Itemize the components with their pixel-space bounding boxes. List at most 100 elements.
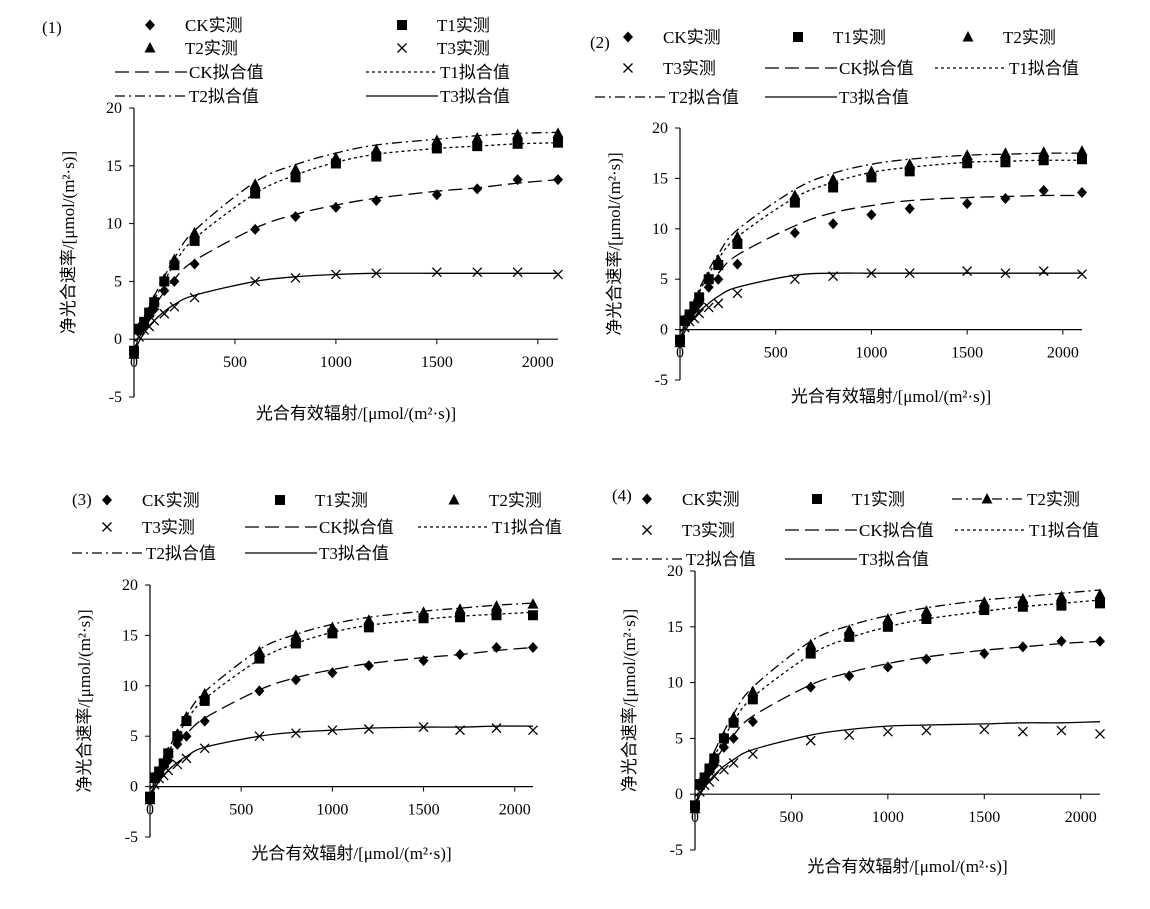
data-point <box>431 134 443 145</box>
panel-label: (2) <box>590 33 610 52</box>
data-point <box>732 258 743 270</box>
x-tick-label: 1500 <box>408 802 440 819</box>
data-point <box>199 715 210 727</box>
legend: CK实测 T1实测 T2实测 T3实测 CK拟合值 T1拟合值 T2拟合值 T3拟合值 <box>595 28 1079 107</box>
data-point <box>962 158 973 169</box>
data-point <box>1095 635 1105 647</box>
data-point <box>1095 728 1105 739</box>
legend-item: CK拟合值 <box>765 59 914 78</box>
data-point <box>747 716 758 728</box>
legend: CK实测 T1实测 T2实测 T3实测 CK拟合值 T1拟合值 T2拟合值 T3拟合值 <box>612 490 1099 569</box>
x-tick-label: 1500 <box>951 345 983 362</box>
data-point <box>1076 145 1088 156</box>
data-point <box>1077 187 1087 199</box>
data-point <box>882 612 894 624</box>
legend-label: T2拟合值 <box>686 550 756 569</box>
data-point <box>169 260 180 271</box>
data-point <box>789 189 801 201</box>
data-point <box>865 165 877 176</box>
data-point <box>962 266 973 277</box>
data-point <box>512 267 523 278</box>
legend-item: CK实测 <box>102 491 200 510</box>
legend-item: T3拟合值 <box>765 88 909 107</box>
data-point <box>189 258 200 270</box>
y-tick-label: 20 <box>652 120 668 137</box>
axes: -5 0 5 10 15 20 0 500 1000 1500 2000 光合有效辐射/[μmol/(… <box>75 577 533 863</box>
data-point <box>553 174 563 186</box>
data-point <box>143 305 155 316</box>
data-point <box>694 308 705 319</box>
data-point <box>139 324 150 335</box>
data-point <box>728 757 739 768</box>
data-point <box>827 173 839 184</box>
legend-label: T1实测 <box>852 490 905 509</box>
x-tick-label: 0 <box>146 802 154 819</box>
legend-item: T1实测 <box>812 490 905 509</box>
data-point <box>491 723 502 734</box>
legend-label: T2实测 <box>1027 490 1080 509</box>
data-point <box>249 178 261 189</box>
data-point <box>371 151 382 162</box>
data-point <box>149 779 160 790</box>
axes: -5 0 5 10 15 20 0 500 1000 1500 2000 光合有效辐射/[μmol/(… <box>59 100 558 423</box>
data-point <box>250 223 261 235</box>
data-point <box>159 285 170 297</box>
y-tick-label: 15 <box>652 170 668 187</box>
legend: CK实测 T1实测 T2实测 T3实测 CK拟合值 T1拟合值 T2拟合值 T3拟合值 <box>72 491 562 563</box>
legend-label: T1实测 <box>437 16 490 35</box>
data-point <box>181 730 192 742</box>
data-point <box>199 687 211 699</box>
x-tick-label: 0 <box>130 354 138 371</box>
data-point <box>169 275 180 287</box>
legend-item: CK实测 <box>642 490 740 509</box>
data-point <box>189 226 201 238</box>
data-point <box>129 346 139 357</box>
legend-item: T1实测 <box>397 16 490 35</box>
data-point <box>979 724 990 735</box>
data-point <box>684 316 695 327</box>
legend-marker <box>144 42 156 53</box>
legend-marker <box>397 20 407 30</box>
legend-item: CK实测 <box>623 28 721 47</box>
data-point <box>904 158 916 169</box>
legend-label: T1拟合值 <box>492 518 562 537</box>
series-cross <box>675 266 1087 346</box>
data-point <box>290 272 301 283</box>
legend-marker <box>623 31 633 43</box>
y-tick-label: 0 <box>114 331 122 348</box>
measured-points <box>128 127 564 359</box>
data-point <box>290 163 302 174</box>
data-point <box>1056 635 1067 647</box>
legend: CK实测 T1实测 T2实测 T3实测 CK拟合值 T1拟合值 T2拟合值 T3拟合值 <box>115 16 510 106</box>
data-point <box>528 725 538 736</box>
legend-label: CK实测 <box>185 16 243 35</box>
legend-label: T1实测 <box>833 28 886 47</box>
x-tick-label: 1000 <box>872 809 904 826</box>
data-point <box>904 268 915 279</box>
data-point <box>418 655 429 667</box>
x-tick-label: 2000 <box>522 354 554 371</box>
legend-item: T1拟合值 <box>366 63 510 82</box>
data-point <box>553 269 563 280</box>
data-point <box>674 336 686 348</box>
legend-marker <box>642 525 652 535</box>
series-cross <box>690 724 1105 812</box>
legend-item: T3拟合值 <box>245 544 389 563</box>
data-point <box>732 238 743 249</box>
legend-marker <box>102 522 112 532</box>
data-point <box>1038 146 1050 157</box>
y-tick-label: 15 <box>106 158 122 175</box>
data-point <box>431 189 442 201</box>
data-point <box>199 695 210 706</box>
data-point <box>454 603 466 614</box>
data-point <box>431 143 442 154</box>
legend-label: T3拟合值 <box>839 88 909 107</box>
data-point <box>1056 600 1067 611</box>
legend-label: T1拟合值 <box>1009 59 1079 78</box>
data-point <box>703 761 715 772</box>
legend-label: T3拟合值 <box>319 544 389 563</box>
data-point <box>1017 601 1028 612</box>
legend-marker <box>642 493 652 505</box>
